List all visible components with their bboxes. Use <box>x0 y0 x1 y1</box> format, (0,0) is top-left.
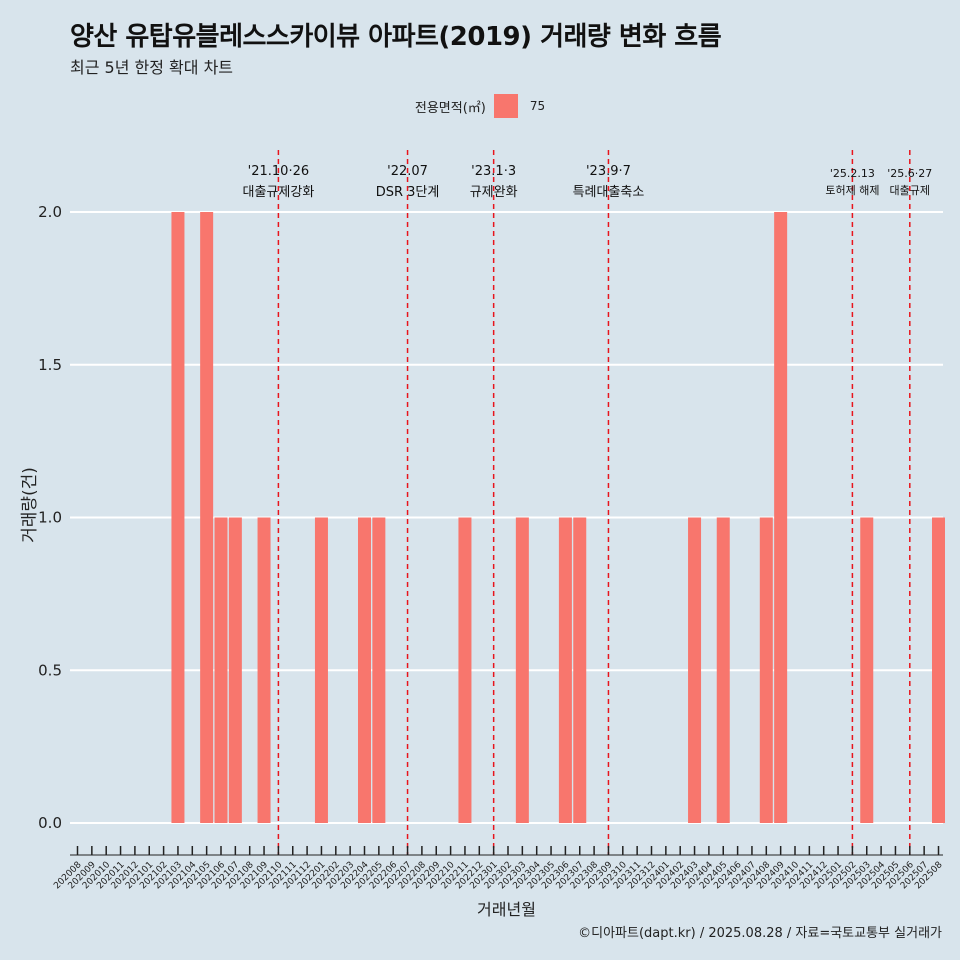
bar <box>932 517 945 823</box>
legend-title: 전용면적(㎡) <box>414 100 486 116</box>
event-label: 특례대출축소 <box>573 185 645 200</box>
bar <box>573 517 587 823</box>
event-label: 대출규제강화 <box>243 185 315 200</box>
bar <box>214 517 228 823</box>
y-axis-title: 거래량(건) <box>20 467 40 543</box>
chart-subtitle: 최근 5년 한정 확대 차트 <box>70 58 234 77</box>
bar <box>200 212 214 823</box>
bar <box>558 517 572 823</box>
bar <box>860 517 874 823</box>
bar <box>228 517 242 823</box>
bar <box>372 517 386 823</box>
bar <box>688 517 702 823</box>
legend-label: 75 <box>529 99 546 113</box>
event-label: 규제완화 <box>470 185 518 200</box>
event-date-label: '21.10·26 <box>248 164 309 179</box>
bar <box>358 517 371 823</box>
y-tick-label: 0.5 <box>38 661 62 679</box>
bar <box>314 517 328 823</box>
bar <box>759 517 773 823</box>
event-label: DSR 3단계 <box>376 185 440 200</box>
y-tick-label: 2.0 <box>38 203 62 221</box>
event-date-label: '23.9·7 <box>586 164 631 179</box>
legend-key <box>493 94 518 118</box>
event-date-label: '25.2.13 <box>830 167 875 180</box>
bar <box>458 517 472 823</box>
bar <box>716 517 730 823</box>
legend: 전용면적(㎡) 75 <box>0 94 960 118</box>
event-label: 대출규제 <box>890 184 930 197</box>
y-tick-label: 1.5 <box>38 356 62 374</box>
caption: ©디아파트(dapt.kr) / 2025.08.28 / 자료=국토교통부 실… <box>578 926 942 941</box>
bar <box>171 212 185 823</box>
event-label: 토허제 해제 <box>825 183 879 197</box>
x-axis-title: 거래년월 <box>477 900 536 919</box>
bar <box>257 517 271 823</box>
y-tick-label: 0.0 <box>38 814 62 832</box>
chart-title: 양산 유탑유블레스스카이뷰 아파트(2019) 거래량 변화 흐름 <box>70 22 722 52</box>
bar <box>774 212 788 823</box>
event-date-label: '22.07 <box>387 164 428 179</box>
event-date-label: '25.6·27 <box>887 167 932 180</box>
bar <box>515 517 529 823</box>
event-date-label: '23.1·3 <box>471 164 516 179</box>
y-tick-label: 1.0 <box>38 509 62 527</box>
